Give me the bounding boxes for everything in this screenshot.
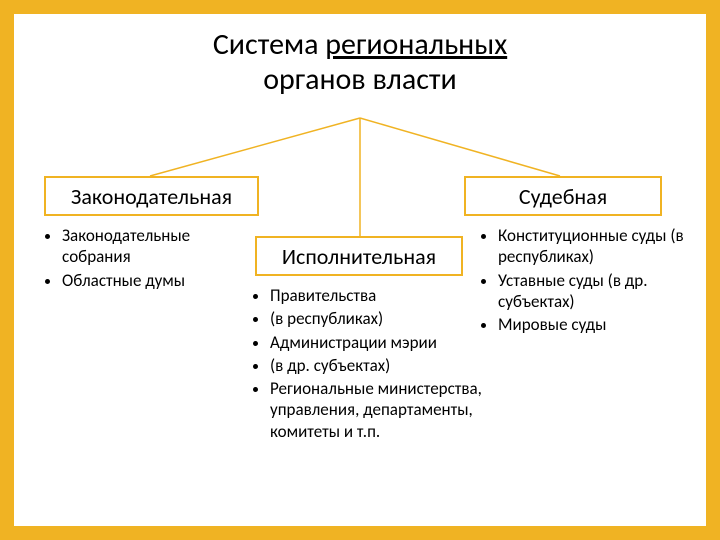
judicial-bullets: Конституционные суды (в республиках)Уста… — [476, 225, 696, 337]
legislative-label: Законодательная — [71, 183, 232, 210]
list-item: Мировые суды — [498, 314, 696, 335]
list-item: Уставные суды (в др. субъектах) — [498, 270, 696, 313]
judicial-list: Конституционные суды (в республиках)Уста… — [476, 225, 696, 335]
legislative-box: Законодательная — [44, 176, 259, 216]
executive-bullets: Правительства(в республиках) Администраци… — [248, 285, 498, 444]
list-item: Администрации мэрии — [270, 332, 498, 353]
legislative-bullets: Законодательные собранияОбластные думы — [40, 225, 250, 293]
judicial-label: Судебная — [519, 183, 607, 210]
title-line1-underlined: региональных — [325, 26, 507, 63]
title-line1-plain: Система — [213, 26, 325, 63]
list-item: (в республиках) — [270, 308, 498, 329]
judicial-box: Судебная — [464, 176, 662, 216]
executive-list: Правительства(в республиках) Администраци… — [248, 285, 498, 442]
list-item: (в др. субъектах) — [270, 355, 498, 376]
legislative-list: Законодательные собранияОбластные думы — [40, 225, 250, 291]
list-item: Правительства — [270, 285, 498, 306]
title-line2: органов власти — [263, 61, 457, 98]
list-item: Конституционные суды (в республиках) — [498, 225, 696, 268]
list-item: Законодательные собрания — [62, 225, 250, 268]
diagram-title: Система региональных органов власти — [0, 28, 720, 97]
list-item: Областные думы — [62, 270, 250, 291]
executive-box: Исполнительная — [255, 236, 463, 276]
executive-label: Исполнительная — [282, 243, 436, 270]
list-item: Региональные министерства, управления, д… — [270, 378, 498, 442]
